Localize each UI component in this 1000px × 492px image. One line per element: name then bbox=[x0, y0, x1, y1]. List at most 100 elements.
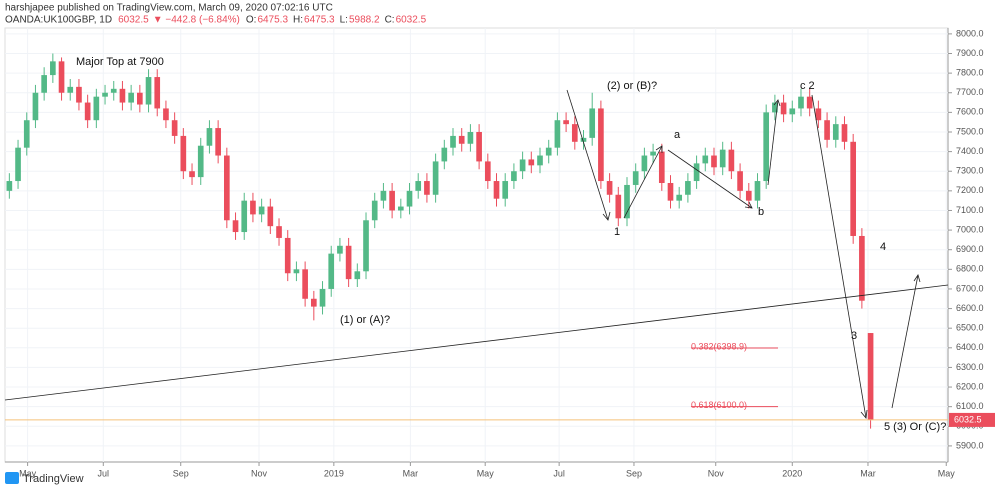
candle-body bbox=[58, 61, 65, 93]
candle-body bbox=[545, 147, 552, 156]
candle-body bbox=[128, 92, 134, 103]
candle-body bbox=[737, 171, 743, 191]
candle-body bbox=[328, 253, 335, 289]
y-tick-label: 7500.0 bbox=[956, 126, 984, 136]
candle-body bbox=[41, 75, 47, 93]
candle-body bbox=[658, 151, 665, 183]
candle-body bbox=[789, 108, 796, 115]
candle-body bbox=[432, 161, 439, 195]
y-tick-label: 5900.0 bbox=[956, 440, 984, 450]
y-tick-label: 6700.0 bbox=[956, 283, 984, 293]
arrow-head bbox=[913, 274, 921, 283]
candle-body bbox=[197, 145, 204, 178]
candle-body bbox=[354, 271, 361, 280]
annotation: (1) or (A)? bbox=[340, 314, 390, 326]
candle-body bbox=[632, 171, 639, 185]
candle-body bbox=[310, 298, 317, 307]
candle-body bbox=[441, 147, 448, 162]
candle-body bbox=[415, 181, 422, 191]
candle-body bbox=[580, 137, 587, 142]
y-tick-label: 6600.0 bbox=[956, 303, 984, 313]
header-field: 6475.3 bbox=[257, 15, 288, 26]
annotation: 3 bbox=[851, 330, 857, 342]
y-tick-label: 6200.0 bbox=[956, 381, 984, 391]
candle-body bbox=[606, 181, 613, 195]
candle-body bbox=[537, 155, 543, 166]
header-field: L: bbox=[340, 15, 348, 26]
candle-body bbox=[824, 120, 830, 140]
candle-body bbox=[163, 108, 169, 121]
candle-body bbox=[224, 155, 230, 221]
arrow-head bbox=[860, 409, 868, 419]
candle-body bbox=[693, 163, 700, 182]
y-tick-label: 8000.0 bbox=[956, 28, 984, 38]
candle-body bbox=[624, 184, 630, 219]
y-tick-label: 6400.0 bbox=[956, 342, 984, 352]
annotation: 5 (3) Or (C)? bbox=[884, 421, 946, 433]
candle-body bbox=[563, 120, 569, 125]
y-tick-label: 6300.0 bbox=[956, 362, 984, 372]
y-tick-label: 6800.0 bbox=[956, 264, 984, 274]
candle-body bbox=[641, 155, 648, 172]
candle-body bbox=[867, 333, 874, 420]
candle-body bbox=[119, 88, 126, 103]
arrow-head bbox=[744, 201, 753, 209]
marks bbox=[5, 28, 948, 462]
candle-body bbox=[598, 108, 604, 182]
annotation: a bbox=[674, 129, 681, 141]
y-tick-label: 7200.0 bbox=[956, 185, 984, 195]
arrow bbox=[667, 149, 753, 209]
candle-body bbox=[137, 92, 143, 105]
candle-body bbox=[484, 161, 491, 182]
header-field: 6032.5 bbox=[118, 15, 149, 26]
y-tick-label: 7300.0 bbox=[956, 166, 984, 176]
candle-body bbox=[345, 245, 352, 280]
candle-body bbox=[215, 128, 221, 156]
candle-body bbox=[702, 155, 709, 164]
header-field: 6475.3 bbox=[304, 15, 335, 26]
header-field: O: bbox=[246, 15, 257, 26]
candle-body bbox=[806, 96, 813, 109]
candle-body bbox=[84, 102, 91, 121]
candle-body bbox=[719, 149, 726, 168]
candle-body bbox=[571, 124, 578, 142]
candle-body bbox=[293, 269, 300, 274]
candle-body bbox=[554, 120, 561, 148]
candle-body bbox=[676, 194, 683, 201]
candle-body bbox=[110, 88, 117, 93]
logo-icon bbox=[5, 472, 19, 484]
y-tick-label: 7800.0 bbox=[956, 68, 984, 78]
candle-body bbox=[380, 190, 387, 201]
arrow bbox=[767, 99, 779, 186]
candle-body bbox=[772, 102, 778, 113]
candle-body bbox=[267, 206, 274, 227]
candle-body bbox=[154, 77, 161, 109]
header-field: C: bbox=[385, 15, 395, 26]
candle-body bbox=[206, 128, 213, 146]
annotation: 4 bbox=[880, 241, 886, 253]
candle-body bbox=[397, 206, 404, 211]
candle-body bbox=[371, 200, 378, 221]
trendline bbox=[4, 284, 949, 401]
fib-label: 0.382(6398.9) bbox=[691, 341, 747, 351]
candle-body bbox=[763, 112, 770, 182]
candle-body bbox=[145, 77, 152, 105]
x-tick-label: Sep bbox=[626, 468, 642, 478]
candle-body bbox=[337, 245, 343, 254]
arrow bbox=[811, 94, 867, 419]
arrow-head bbox=[773, 99, 781, 107]
y-tick-label: 6900.0 bbox=[956, 244, 984, 254]
candle-body bbox=[258, 206, 265, 215]
candle-body bbox=[180, 135, 187, 172]
arrow-head bbox=[655, 145, 663, 153]
candle-body bbox=[467, 131, 474, 144]
header-field: OANDA:UK100GBP, 1D bbox=[5, 15, 112, 26]
candle-body bbox=[171, 120, 178, 136]
candle-body bbox=[832, 124, 839, 140]
candle-body bbox=[189, 171, 195, 178]
fib-label: 0.618(6100.0) bbox=[691, 400, 747, 410]
candle-body bbox=[780, 102, 787, 115]
candle-body bbox=[241, 200, 248, 233]
